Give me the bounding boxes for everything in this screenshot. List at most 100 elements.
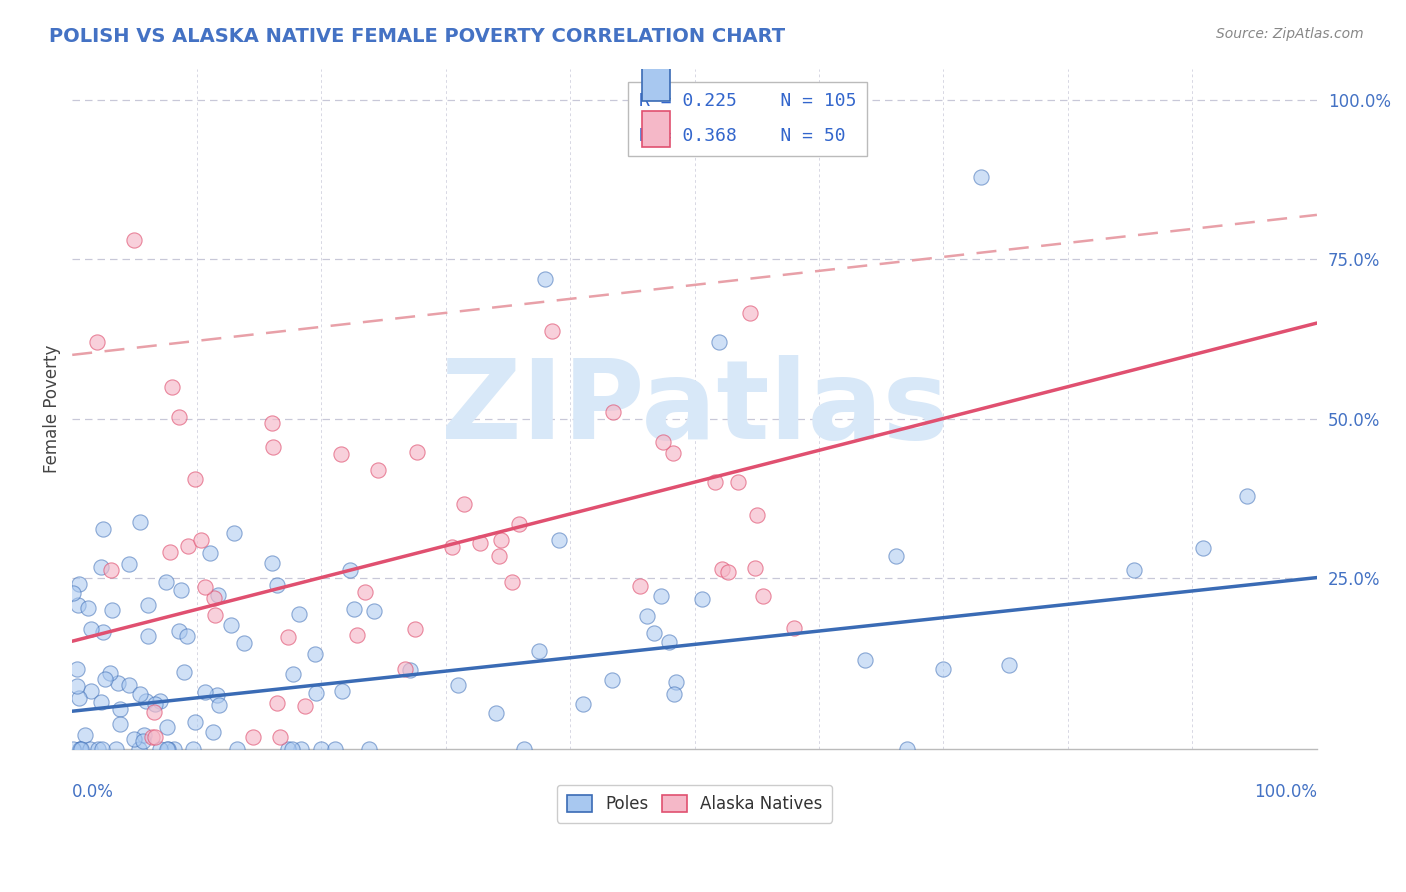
Text: Source: ZipAtlas.com: Source: ZipAtlas.com <box>1216 27 1364 41</box>
Point <box>488 549 510 563</box>
Point <box>548 533 571 548</box>
Text: R = 0.225    N = 105
R = 0.368    N = 50: R = 0.225 N = 105 R = 0.368 N = 50 <box>638 93 856 145</box>
Point <box>149 694 172 708</box>
Point <box>290 742 312 756</box>
Point <box>652 435 675 450</box>
Point <box>69 742 91 756</box>
Point <box>194 580 217 594</box>
Point <box>98 666 121 681</box>
Point <box>207 588 229 602</box>
Point <box>91 742 114 756</box>
Point <box>513 742 536 756</box>
Point <box>717 566 740 580</box>
Point <box>628 579 651 593</box>
Point <box>1123 563 1146 577</box>
Point <box>260 416 283 430</box>
Point <box>93 625 115 640</box>
Point <box>277 742 299 756</box>
Point <box>162 742 184 756</box>
Point <box>650 589 672 603</box>
Point <box>67 577 90 591</box>
Point <box>406 445 429 459</box>
Point <box>204 607 226 622</box>
Point <box>202 724 225 739</box>
Point <box>690 592 713 607</box>
Point <box>658 634 681 648</box>
Point <box>134 728 156 742</box>
Point <box>970 169 993 184</box>
Point <box>489 533 512 548</box>
Point <box>136 599 159 613</box>
Point <box>86 335 108 350</box>
Point <box>1236 490 1258 504</box>
Point <box>353 585 375 599</box>
Point <box>205 688 228 702</box>
Point <box>242 730 264 744</box>
Point <box>66 680 89 694</box>
Point <box>404 623 426 637</box>
Point <box>70 742 93 756</box>
Point <box>783 622 806 636</box>
Point <box>194 685 217 699</box>
Point <box>602 405 624 419</box>
Point <box>173 665 195 679</box>
Point <box>160 380 183 394</box>
Bar <box>643 65 669 101</box>
Point <box>394 662 416 676</box>
Point <box>110 702 132 716</box>
Point <box>184 472 207 486</box>
Point <box>665 674 688 689</box>
Point <box>202 591 225 605</box>
Point <box>170 582 193 597</box>
Point <box>294 699 316 714</box>
Point <box>67 690 90 705</box>
Point <box>79 742 101 756</box>
Point <box>108 717 131 731</box>
Point <box>122 731 145 746</box>
Point <box>541 324 564 338</box>
Point <box>711 562 734 576</box>
Point <box>80 622 103 636</box>
Point <box>269 730 291 744</box>
Point <box>661 446 683 460</box>
Point <box>446 678 468 692</box>
Point <box>167 624 190 638</box>
Point <box>62 586 84 600</box>
Point <box>159 545 181 559</box>
Point <box>90 560 112 574</box>
Point <box>198 547 221 561</box>
Point <box>69 742 91 756</box>
Point <box>155 574 177 589</box>
Point <box>339 564 361 578</box>
Point <box>508 516 530 531</box>
Point <box>143 730 166 744</box>
Point <box>359 742 381 756</box>
Point <box>288 607 311 621</box>
Point <box>323 742 346 756</box>
Point <box>399 663 422 677</box>
Point <box>181 742 204 756</box>
Point <box>167 410 190 425</box>
Point <box>226 742 249 756</box>
Point <box>129 515 152 529</box>
Point <box>896 742 918 756</box>
Point <box>156 742 179 756</box>
Point <box>643 625 665 640</box>
Point <box>232 636 254 650</box>
Point <box>132 733 155 747</box>
Point <box>93 672 115 686</box>
Point <box>727 475 749 489</box>
Point <box>367 463 389 477</box>
Point <box>66 598 89 612</box>
Point <box>636 609 658 624</box>
Point <box>932 662 955 676</box>
Point <box>143 706 166 720</box>
Point <box>65 662 87 676</box>
Point <box>277 630 299 644</box>
Point <box>453 497 475 511</box>
Point <box>745 508 768 523</box>
Point <box>330 447 353 461</box>
Text: 100.0%: 100.0% <box>1254 783 1317 801</box>
Point <box>77 600 100 615</box>
Point <box>208 698 231 713</box>
